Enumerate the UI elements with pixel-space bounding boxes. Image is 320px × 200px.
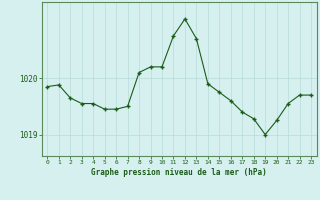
- X-axis label: Graphe pression niveau de la mer (hPa): Graphe pression niveau de la mer (hPa): [91, 168, 267, 177]
